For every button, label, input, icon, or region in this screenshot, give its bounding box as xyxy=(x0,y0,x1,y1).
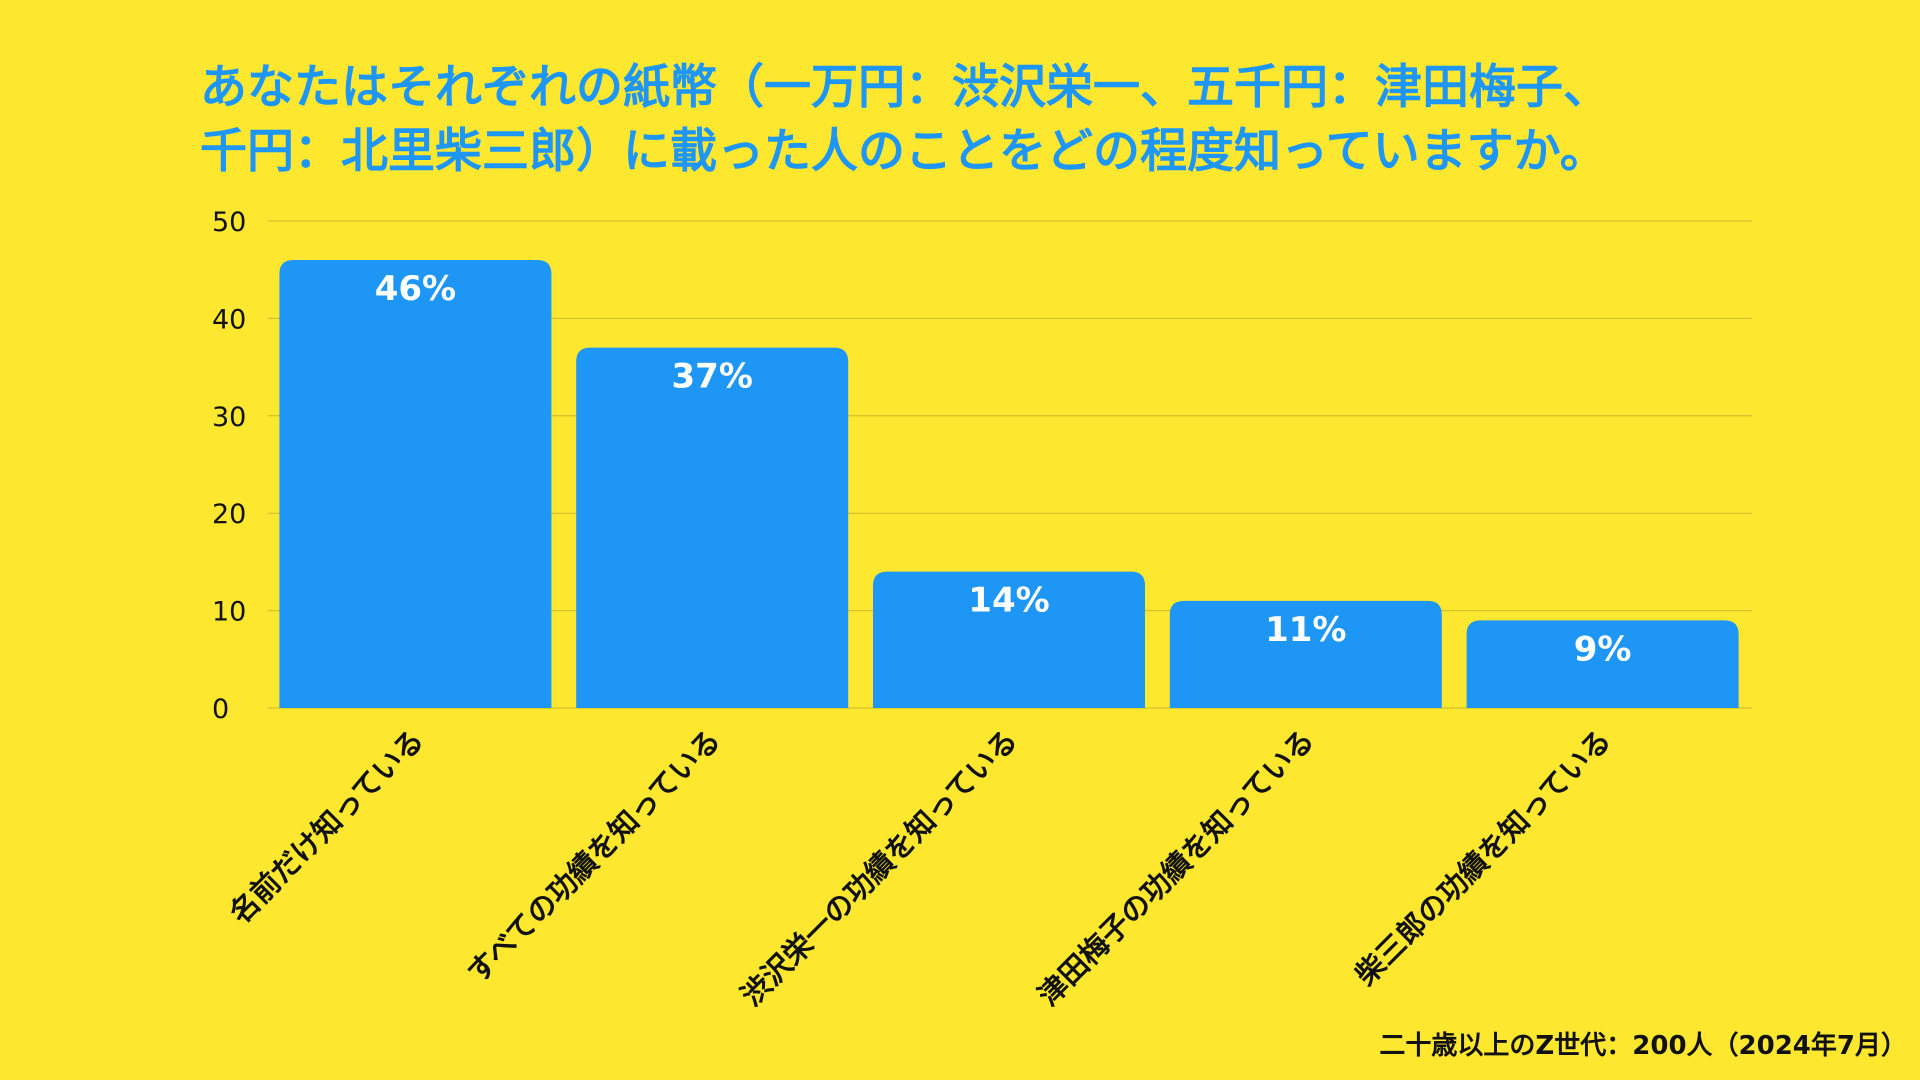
bar-value-labels: 46% 37% 14% 11% 9% xyxy=(375,269,1632,669)
y-tick-label: 10 xyxy=(212,597,246,628)
bar-value-label: 11% xyxy=(1265,610,1346,650)
bar-value-label: 14% xyxy=(968,581,1049,621)
x-category-label: すべての功績を知っている xyxy=(460,723,727,990)
bars xyxy=(279,259,1739,708)
x-category-label: 柴三郎の功績を知っている xyxy=(1348,723,1617,992)
x-category-label: 渋沢栄一の功績を知っている xyxy=(734,723,1024,1013)
footnote: 二十歳以上のZ世代：200人（2024年7月） xyxy=(1379,1031,1907,1061)
bar-value-label: 9% xyxy=(1574,629,1632,669)
y-axis-ticks: 0 10 20 30 40 50 xyxy=(212,207,246,725)
bar xyxy=(279,259,552,708)
y-tick-label: 20 xyxy=(212,499,246,530)
bar-value-label: 46% xyxy=(375,269,456,309)
bar xyxy=(1169,600,1442,708)
bar xyxy=(1466,620,1739,708)
chart-title-line-2: 千円：北里柴三郎）に載った人のことをどの程度知っていますか。 xyxy=(200,124,1607,179)
x-category-label: 津田梅子の功績を知っている xyxy=(1031,723,1321,1013)
y-tick-label: 40 xyxy=(212,304,246,335)
bar-value-label: 37% xyxy=(672,357,753,397)
y-tick-label: 50 xyxy=(212,207,246,238)
bar xyxy=(576,347,849,708)
bar xyxy=(873,571,1145,708)
y-tick-label: 30 xyxy=(212,402,246,433)
chart-title-line-1: あなたはそれぞれの紙幣（一万円：渋沢栄一、五千円：津田梅子、 xyxy=(200,60,1610,115)
y-tick-label: 0 xyxy=(212,694,229,725)
x-axis-labels: 名前だけ知っている すべての功績を知っている 渋沢栄一の功績を知っている 津田梅子の功… xyxy=(223,723,1618,1013)
chart-title: あなたはそれぞれの紙幣（一万円：渋沢栄一、五千円：津田梅子、 千円：北里柴三郎）… xyxy=(200,56,1760,184)
x-category-label: 名前だけ知っている xyxy=(223,723,431,931)
